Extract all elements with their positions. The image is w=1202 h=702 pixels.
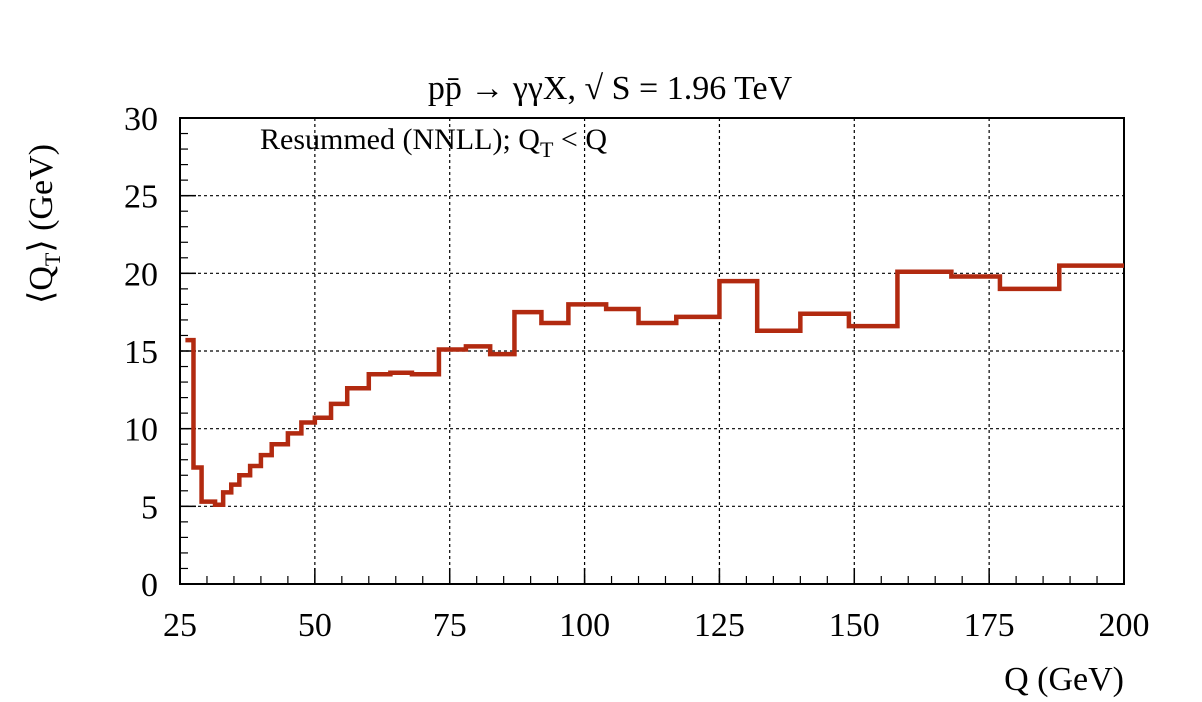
grid — [180, 118, 1124, 584]
x-tick-label: 125 — [694, 607, 745, 644]
y-tick-labels: 0 5 10 15 20 25 30 — [124, 101, 158, 604]
x-tick-label: 25 — [163, 607, 197, 644]
y-axis-label-open: ⟨Q — [23, 266, 60, 304]
y-tick-label: 10 — [124, 412, 158, 449]
y-tick-label: 20 — [124, 256, 158, 293]
annotation-tail: < Q — [553, 123, 607, 156]
x-tick-label: 200 — [1099, 607, 1150, 644]
annotation-main: Resummed (NNLL); Q — [260, 123, 540, 156]
x-tick-label: 175 — [964, 607, 1015, 644]
y-tick-label: 30 — [124, 101, 158, 138]
plot-frame — [179, 117, 1125, 585]
axis-ticks — [179, 117, 1125, 585]
y-tick-label: 25 — [124, 179, 158, 216]
x-tick-labels: 25 50 75 100 125 150 175 200 — [163, 607, 1150, 644]
series-line — [185, 263, 1124, 508]
annotation-sub: T — [540, 137, 554, 162]
y-tick-label: 0 — [141, 567, 158, 604]
x-tick-label: 150 — [829, 607, 880, 644]
x-tick-label: 50 — [298, 607, 332, 644]
y-axis-label: ⟨QT⟩ (GeV) — [23, 144, 65, 304]
y-tick-label: 5 — [141, 489, 158, 526]
x-tick-label: 75 — [433, 607, 467, 644]
x-axis-label: Q (GeV) — [1004, 661, 1124, 698]
y-axis-label-close: ⟩ (GeV) — [23, 144, 60, 253]
chart-title: pp̄ → γγX, √ S = 1.96 TeV — [428, 70, 793, 107]
annotation: Resummed (NNLL); QT < Q — [260, 123, 607, 162]
y-tick-label: 15 — [124, 334, 158, 371]
y-axis-label-sub: T — [40, 252, 65, 266]
x-tick-label: 100 — [559, 607, 610, 644]
